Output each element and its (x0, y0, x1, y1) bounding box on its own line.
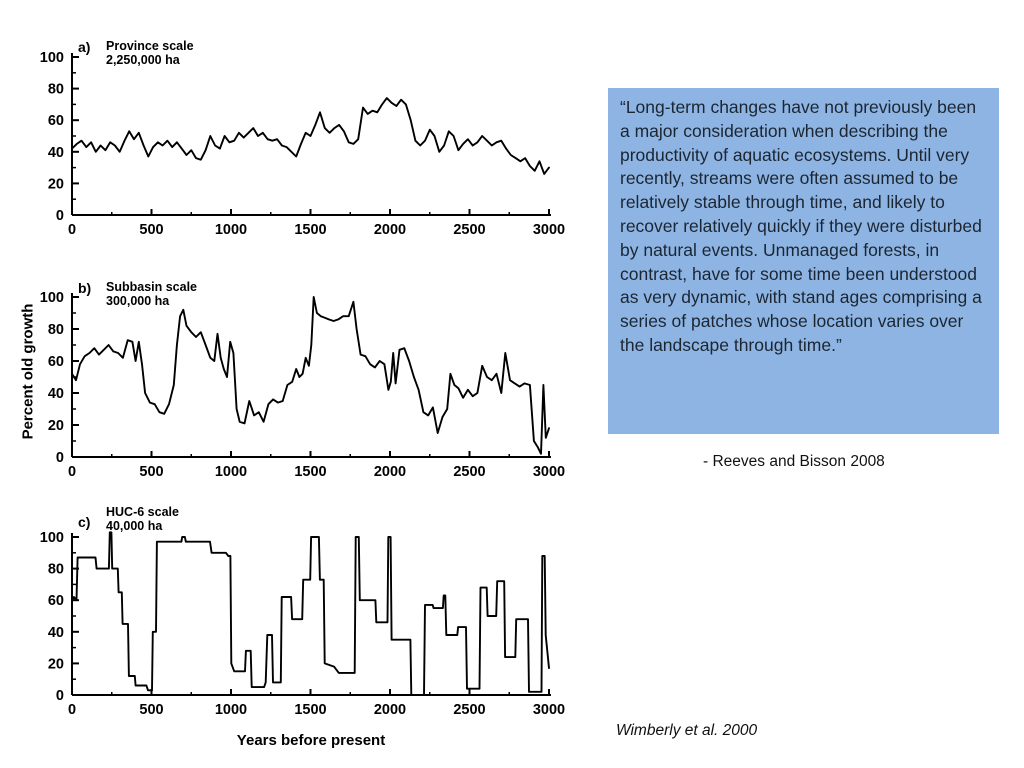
chart-c-x-tick-label: 3000 (533, 702, 565, 718)
chart-c-y-tick-label: 60 (48, 593, 64, 609)
chart-a-x-tick-label: 1000 (215, 222, 247, 238)
chart-a-y-tick-label: 40 (48, 145, 64, 161)
chart-b-series-line (71, 296, 550, 455)
chart-a-x-tick-label: 2500 (453, 222, 485, 238)
chart-c-panel-letter: c) (78, 514, 90, 530)
chart-a-y-tick-label: 0 (56, 208, 64, 224)
chart-c-x-tick-label: 1500 (294, 702, 326, 718)
chart-a-y-tick-label: 20 (48, 176, 64, 192)
chart-c-x-tick-label: 1000 (215, 702, 247, 718)
chart-a-x-tick-label: 1500 (294, 222, 326, 238)
chart-b-title-line2: 300,000 ha (106, 294, 170, 308)
chart-b-x-tick-label: 3000 (533, 464, 565, 480)
chart-c-title-line2: 40,000 ha (106, 519, 163, 533)
chart-b-title-line1: Subbasin scale (106, 280, 197, 294)
chart-c-title-line1: HUC-6 scale (106, 505, 179, 519)
chart-c-x-tick-label: 2000 (374, 702, 406, 718)
chart-c-y-tick-label: 40 (48, 625, 64, 641)
chart-a-series-line (71, 97, 550, 175)
chart-a-y-tick-label: 80 (48, 82, 64, 98)
chart-a-y-tick-label: 100 (40, 50, 64, 66)
quote-box: “Long-term changes have not previously b… (608, 88, 999, 434)
chart-a-panel-letter: a) (78, 39, 90, 55)
chart-c-x-tick-label: 500 (139, 702, 163, 718)
chart-b-x-tick-label: 1000 (215, 464, 247, 480)
chart-c-x-tick-label: 0 (68, 702, 76, 718)
chart-b-x-tick-label: 2000 (374, 464, 406, 480)
chart-b-y-tick-label: 80 (48, 322, 64, 338)
chart-c-series-line (71, 531, 550, 696)
chart-a-x-tick-label: 500 (139, 222, 163, 238)
figure-citation: Wimberly et al. 2000 (616, 722, 758, 739)
chart-a-x-tick-label: 0 (68, 222, 76, 238)
chart-b-x-tick-label: 1500 (294, 464, 326, 480)
quote-text: “Long-term changes have not previously b… (620, 97, 982, 355)
chart-b-y-tick-label: 0 (56, 450, 64, 466)
chart-a-title-line1: Province scale (106, 39, 194, 53)
x-axis-label: Years before present (236, 732, 386, 749)
chart-b-y-tick-label: 40 (48, 386, 64, 402)
chart-a-title-line2: 2,250,000 ha (106, 53, 181, 67)
chart-c-y-tick-label: 20 (48, 656, 64, 672)
chart-c-y-tick-label: 0 (56, 688, 64, 704)
chart-b-x-tick-label: 500 (139, 464, 163, 480)
chart-b-y-tick-label: 20 (48, 418, 64, 434)
chart-a-x-tick-label: 2000 (374, 222, 406, 238)
chart-b-y-tick-label: 60 (48, 354, 64, 370)
chart-c-x-tick-label: 2500 (453, 702, 485, 718)
y-axis-label: Percent old growth (19, 303, 37, 440)
chart-c-y-tick-label: 80 (48, 562, 64, 578)
chart-b-x-tick-label: 2500 (453, 464, 485, 480)
chart-a-y-tick-label: 60 (48, 113, 64, 129)
quote-attribution: - Reeves and Bisson 2008 (703, 453, 885, 470)
chart-b-y-tick-label: 100 (40, 290, 64, 306)
chart-a-x-tick-label: 3000 (533, 222, 565, 238)
chart-b-panel-letter: b) (78, 280, 91, 296)
chart-b-x-tick-label: 0 (68, 464, 76, 480)
chart-c-y-tick-label: 100 (40, 530, 64, 546)
